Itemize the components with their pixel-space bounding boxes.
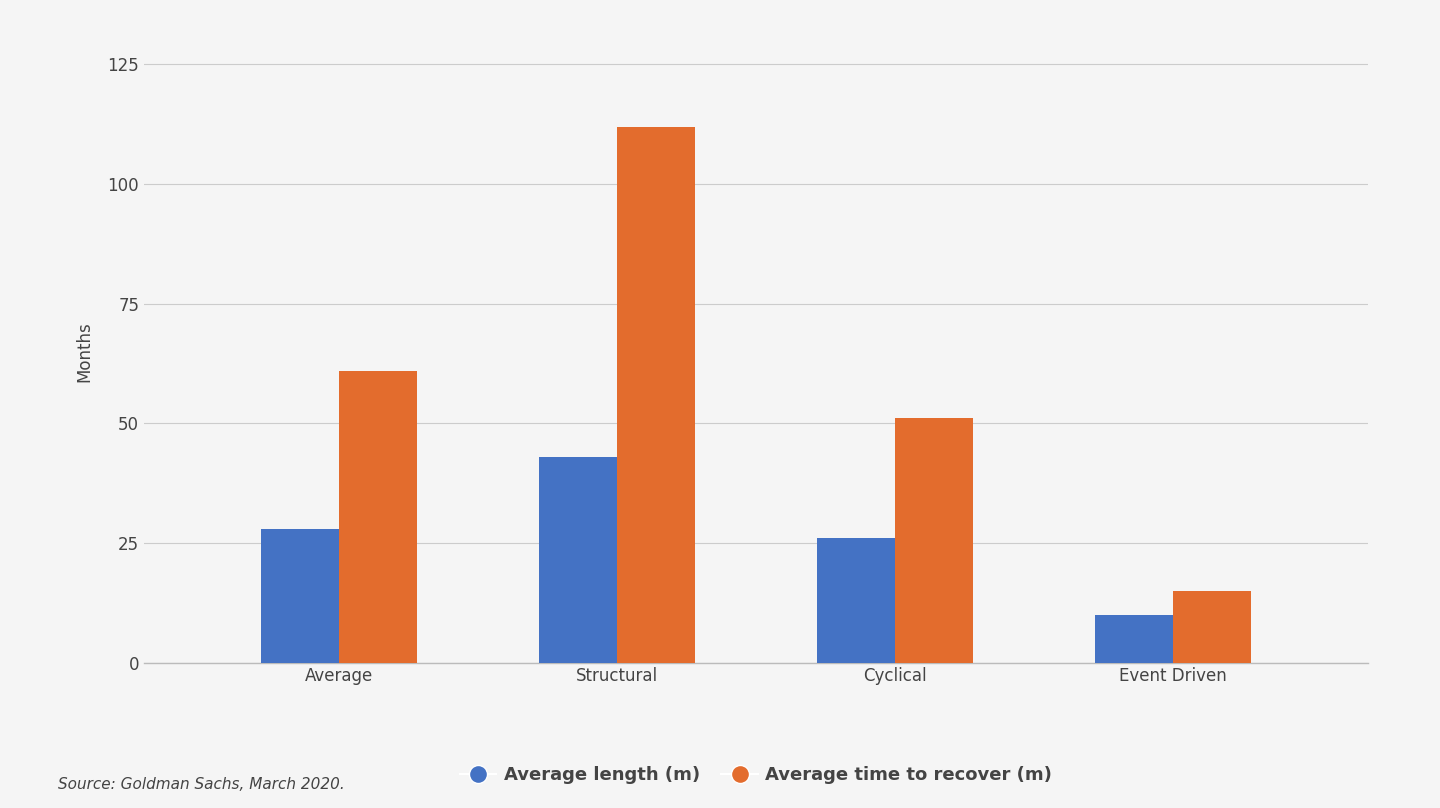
Bar bbox=[261, 528, 338, 663]
Bar bbox=[539, 457, 616, 663]
Bar bbox=[1096, 615, 1174, 663]
Text: Source: Goldman Sachs, March 2020.: Source: Goldman Sachs, March 2020. bbox=[58, 776, 344, 792]
Bar bbox=[338, 371, 416, 663]
Bar bbox=[896, 419, 973, 663]
Bar bbox=[1174, 591, 1251, 663]
Bar bbox=[818, 538, 896, 663]
Bar bbox=[616, 127, 696, 663]
Y-axis label: Months: Months bbox=[75, 321, 94, 382]
Legend: Average length (m), Average time to recover (m): Average length (m), Average time to reco… bbox=[454, 759, 1058, 791]
